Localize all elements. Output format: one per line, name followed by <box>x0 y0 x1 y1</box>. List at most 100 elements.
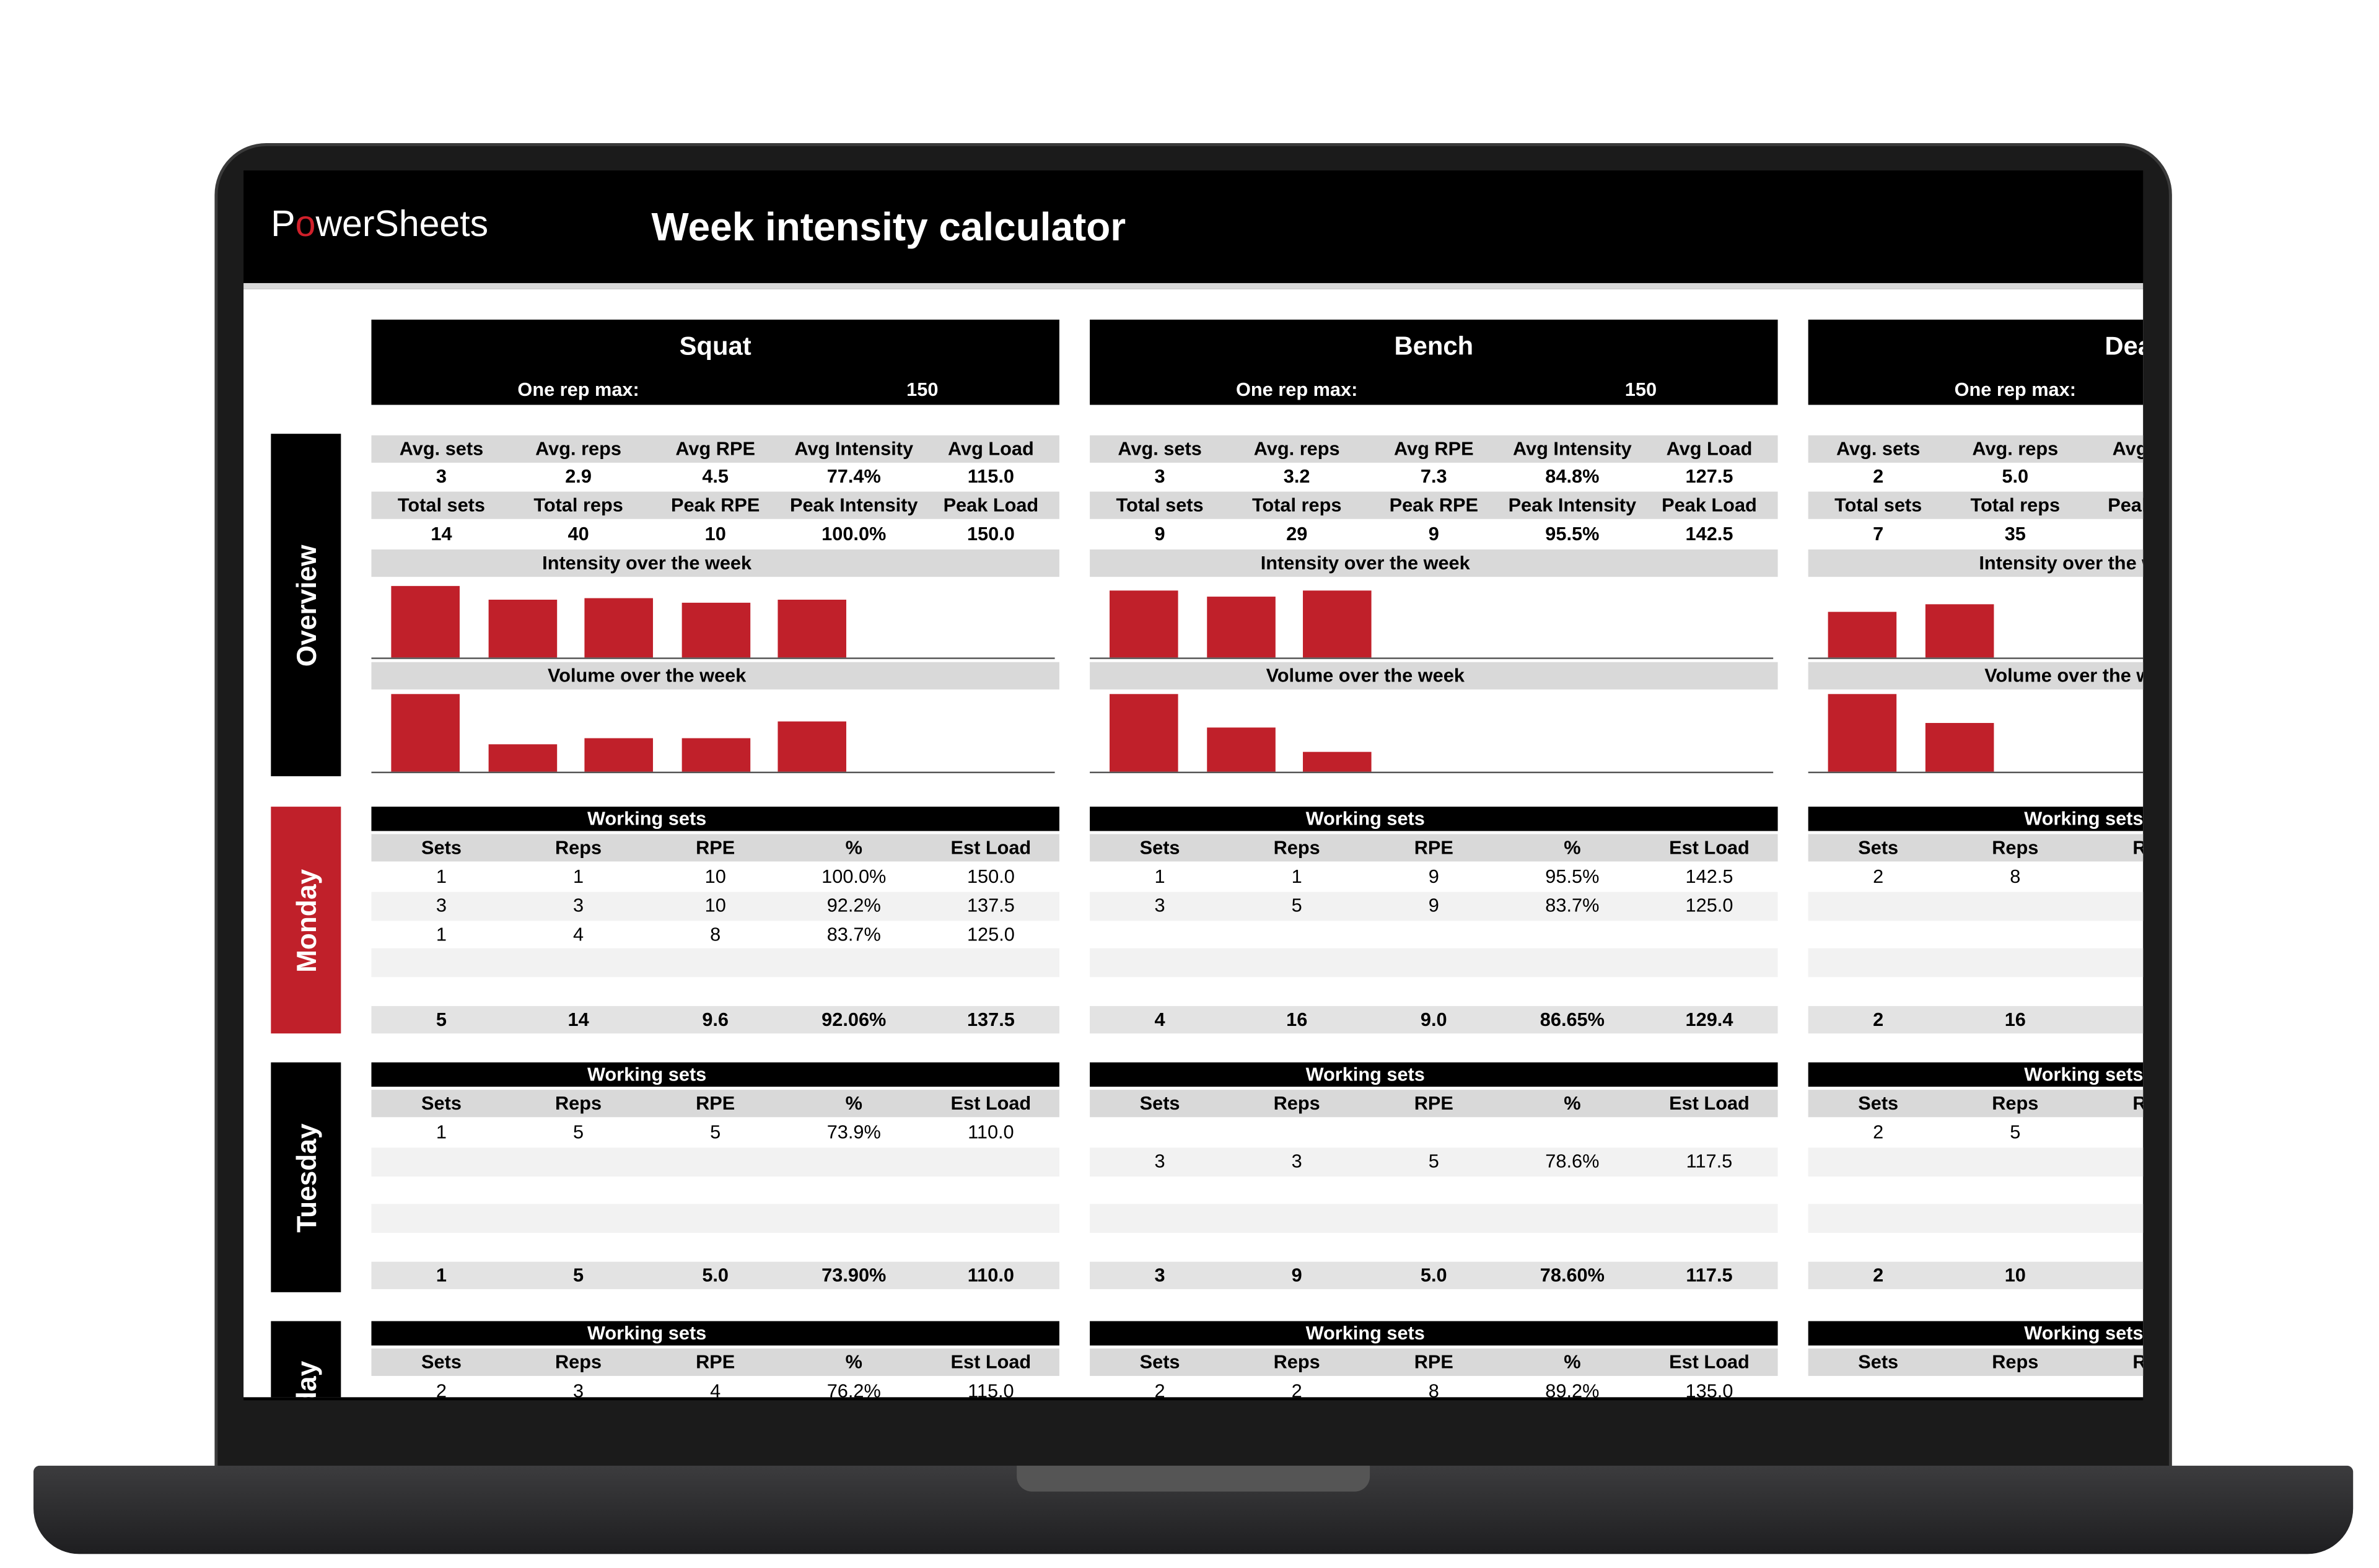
column-header: Reps <box>1992 1092 2039 1115</box>
cell: 10 <box>704 895 726 916</box>
one-rep-max-label: One rep max: <box>1236 379 1358 401</box>
total-cell: 78.60% <box>1540 1264 1605 1286</box>
stat-label: Avg Intensity <box>794 438 914 460</box>
working-sets-label: Working sets <box>2024 1064 2144 1085</box>
stat-value: 3 <box>436 465 447 488</box>
stat-label: Avg. sets <box>1836 438 1921 460</box>
row-stripe <box>1808 891 2144 921</box>
column-header: Sets <box>421 1351 462 1373</box>
chart-title-bar <box>371 662 1059 690</box>
stat-label: Total sets <box>1834 494 1922 516</box>
chart-title: Volume over the week <box>1266 665 1465 687</box>
panel-header <box>1808 319 2144 405</box>
total-cell: 2 <box>1873 1009 1884 1031</box>
working-sets-bar <box>1090 1321 1778 1346</box>
bar <box>1110 694 1178 772</box>
chart-baseline <box>1808 657 2144 659</box>
stat-label: Avg Load <box>1666 438 1753 460</box>
stat-value: 7 <box>1873 523 1884 545</box>
cell: 5 <box>710 1121 721 1144</box>
total-cell: 5 <box>573 1264 584 1286</box>
column-header-row <box>1090 1348 1778 1376</box>
section-tab <box>271 434 341 776</box>
column-header: % <box>845 1351 862 1373</box>
one-rep-max-value: 150 <box>906 379 939 401</box>
one-rep-max-label: One rep max: <box>517 379 639 401</box>
panel-header <box>1090 319 1778 405</box>
cell: 1 <box>436 1121 447 1144</box>
stat-value: 95.5% <box>1545 523 1600 545</box>
chart-title-bar <box>1090 662 1778 690</box>
bar <box>1828 611 1897 658</box>
cell: 5 <box>2010 1121 2021 1144</box>
cell: 3 <box>1291 1150 1302 1172</box>
cell: 9 <box>1428 895 1439 916</box>
row-stripe <box>371 948 1059 978</box>
column-header-row <box>1808 1090 2144 1118</box>
cell: 83.7% <box>826 923 881 945</box>
total-cell: 86.65% <box>1540 1009 1605 1031</box>
row-stripe <box>371 1147 1059 1176</box>
column-header: Reps <box>555 1351 602 1373</box>
column-header: Reps <box>555 1092 602 1115</box>
stat-label: Total reps <box>1251 494 1342 516</box>
chart-title: Volume over the week <box>547 665 747 687</box>
total-cell: 92.06% <box>821 1009 887 1031</box>
total-cell: 14 <box>567 1009 589 1031</box>
column-header-row <box>371 834 1059 862</box>
total-cell: 2 <box>1873 1264 1884 1286</box>
column-header: Reps <box>1992 837 2039 859</box>
bar <box>778 722 846 772</box>
chart-title: Volume over the week <box>1984 665 2143 687</box>
column-header: Sets <box>1858 1351 1899 1373</box>
bar <box>1206 596 1275 658</box>
bar <box>1828 694 1897 772</box>
stat-label: Avg Intensity <box>1513 438 1632 460</box>
cell: 73.9% <box>826 1121 881 1144</box>
bar <box>1303 752 1372 772</box>
row-stripe <box>1808 948 2144 978</box>
column-header: RPE <box>696 837 735 859</box>
bar <box>584 598 653 658</box>
stat-label: Peak RPE <box>670 494 760 516</box>
stat-label: Peak Load <box>1662 494 1757 516</box>
total-cell: 16 <box>2004 1009 2026 1031</box>
stat-label: Avg. reps <box>1972 438 2059 460</box>
stat-label-row <box>371 435 1059 463</box>
working-sets-label: Working sets <box>1305 1322 1425 1344</box>
bar <box>681 738 750 772</box>
stat-label: Total sets <box>1116 494 1204 516</box>
working-sets-label: Working sets <box>587 1322 707 1344</box>
column-header-row <box>371 1090 1059 1118</box>
stat-value: 9 <box>1154 523 1165 545</box>
working-sets-bar <box>1808 1062 2144 1087</box>
chart-title-bar <box>371 549 1059 577</box>
chart-baseline <box>1090 771 1774 774</box>
bar <box>391 585 460 658</box>
brand-logo: PowerSheets <box>271 204 489 245</box>
column-header: RPE <box>2083 834 2143 861</box>
cell: 142.5 <box>1685 865 1733 888</box>
stat-label: Peak Intensity <box>789 494 918 516</box>
chart-title-bar <box>1090 549 1778 577</box>
stat-value: 4.5 <box>702 465 729 488</box>
column-header: Reps <box>1273 1351 1320 1373</box>
laptop-notch <box>1017 1465 1370 1492</box>
cell: 125.0 <box>966 923 1015 945</box>
total-cell: 1 <box>436 1264 447 1286</box>
cell: 78.6% <box>1545 1150 1600 1172</box>
page-title: Week intensity calculator <box>651 204 1126 250</box>
total-cell: 117.5 <box>1686 1264 1733 1286</box>
stat-label: Peak Intensity <box>1508 494 1637 516</box>
column-header: Reps <box>1992 1351 2039 1373</box>
working-sets-label: Working sets <box>587 808 707 830</box>
row-stripe <box>371 891 1059 921</box>
column-header: RPE <box>1414 1351 1453 1373</box>
bar <box>488 600 556 658</box>
stat-value: 10 <box>704 523 726 545</box>
cell: 4 <box>710 1380 721 1398</box>
cell: 5 <box>573 1121 584 1144</box>
column-header: Sets <box>1139 1351 1180 1373</box>
cell: 115.0 <box>968 1380 1014 1398</box>
